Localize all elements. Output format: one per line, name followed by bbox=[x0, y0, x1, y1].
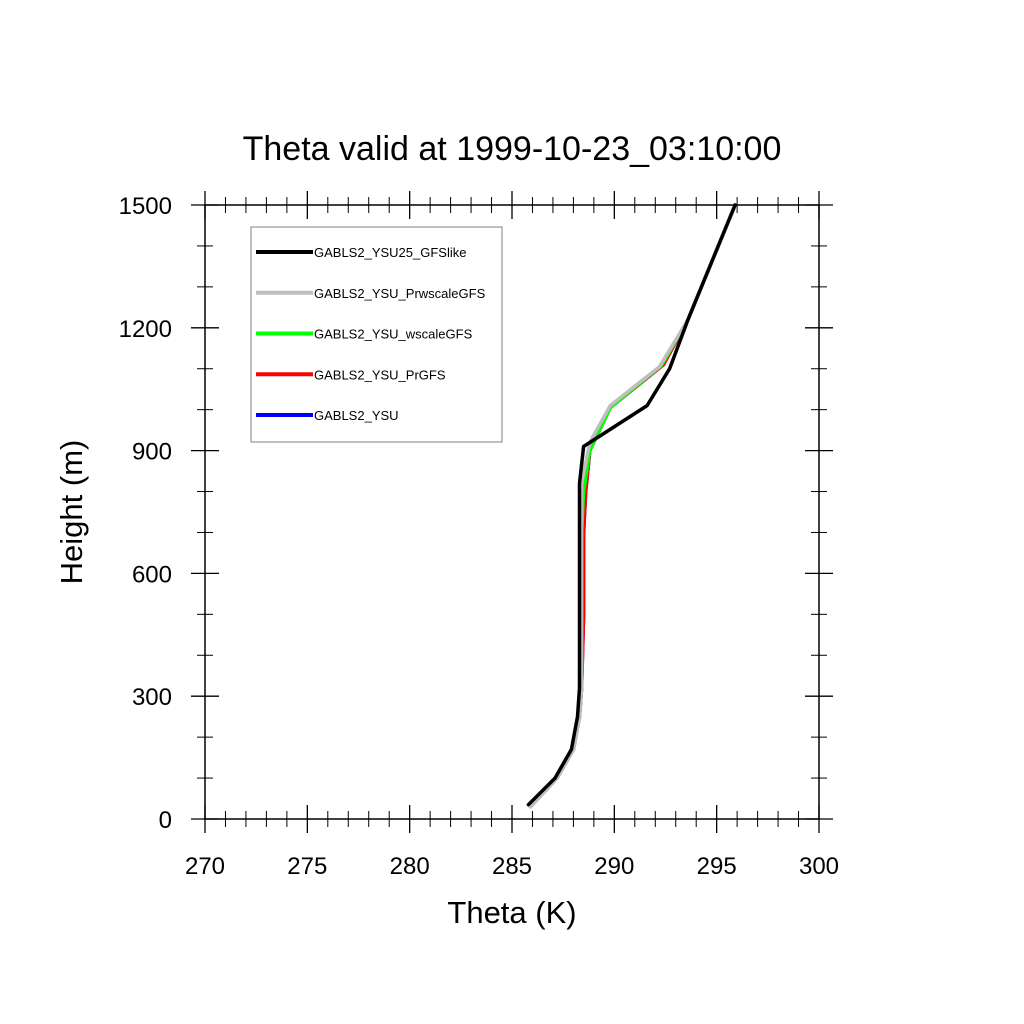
tick-labels-layer: 270 275 280 285 290 295 300 0 300 600 900 1200 1500 bbox=[119, 193, 839, 880]
x-tick-label: 295 bbox=[697, 853, 737, 880]
x-tick-label: 285 bbox=[492, 853, 532, 880]
legend-label: GABLS2_YSU_PrwscaleGFS bbox=[314, 286, 486, 301]
x-tick-label: 300 bbox=[799, 853, 839, 880]
x-tick-label: 290 bbox=[594, 853, 634, 880]
y-tick-label: 600 bbox=[132, 561, 172, 588]
y-tick-label: 1200 bbox=[119, 316, 172, 343]
legend-label: GABLS2_YSU25_GFSlike bbox=[314, 245, 466, 260]
y-tick-label: 1500 bbox=[119, 193, 172, 220]
y-tick-label: 0 bbox=[159, 807, 172, 834]
x-axis-title: Theta (K) bbox=[447, 895, 576, 930]
y-axis-title: Height (m) bbox=[54, 440, 89, 585]
y-tick-label: 900 bbox=[132, 439, 172, 466]
x-tick-label: 270 bbox=[185, 853, 225, 880]
chart-title: Theta valid at 1999-10-23_03:10:00 bbox=[243, 130, 782, 168]
series-line-gabls2-ysu bbox=[528, 203, 737, 809]
series-line-gabls2-ysu-prwscalegfs bbox=[528, 203, 737, 809]
series-line-gabls2-ysu-prgfs bbox=[528, 203, 737, 809]
series-line-gabls2-ysu-wscalegfs bbox=[528, 203, 737, 809]
legend-label: GABLS2_YSU_PrGFS bbox=[314, 367, 446, 382]
x-tick-label: 275 bbox=[287, 853, 327, 880]
legend-label: GABLS2_YSU_wscaleGFS bbox=[314, 327, 473, 342]
series-line-gabls2-ysu25-gfslike bbox=[526, 203, 737, 807]
ticks-layer bbox=[191, 191, 833, 833]
legend: GABLS2_YSU25_GFSlike GABLS2_YSU_PrwscaleG… bbox=[250, 226, 503, 443]
legend-label: GABLS2_YSU bbox=[314, 408, 399, 423]
y-tick-label: 300 bbox=[132, 684, 172, 711]
series-layer bbox=[526, 203, 737, 809]
x-tick-label: 280 bbox=[390, 853, 430, 880]
